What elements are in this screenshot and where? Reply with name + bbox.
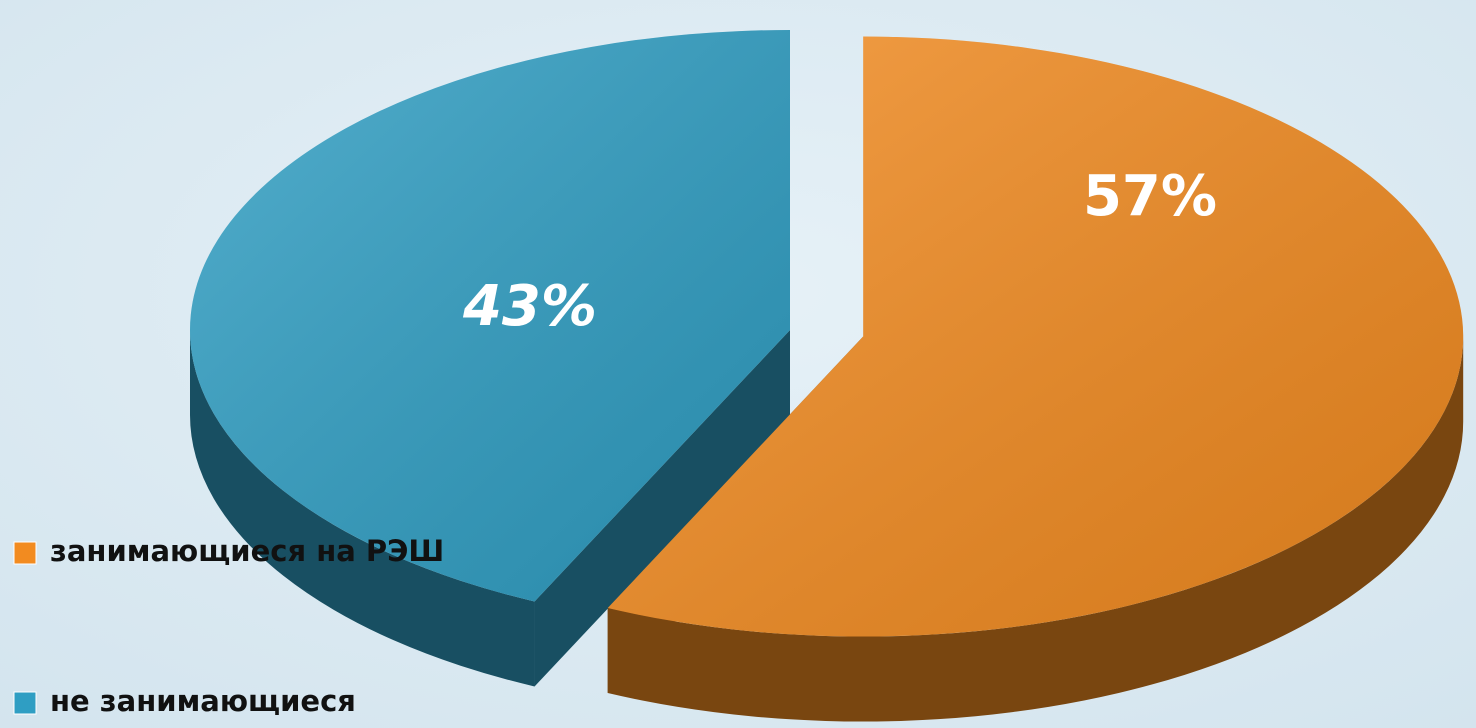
slice-wall <box>534 330 790 687</box>
slice-shine <box>607 36 1464 637</box>
slice-shine <box>189 30 790 602</box>
legend-label: занимающиеся на РЭШ <box>50 534 444 568</box>
data-label: 43% <box>462 274 597 339</box>
slice-side <box>607 336 1464 722</box>
legend-swatch <box>13 691 37 715</box>
slice-side <box>190 330 535 687</box>
legend-label: не занимающиеся <box>50 684 356 718</box>
legend-swatch <box>13 541 37 565</box>
data-label: 57% <box>1083 164 1217 229</box>
